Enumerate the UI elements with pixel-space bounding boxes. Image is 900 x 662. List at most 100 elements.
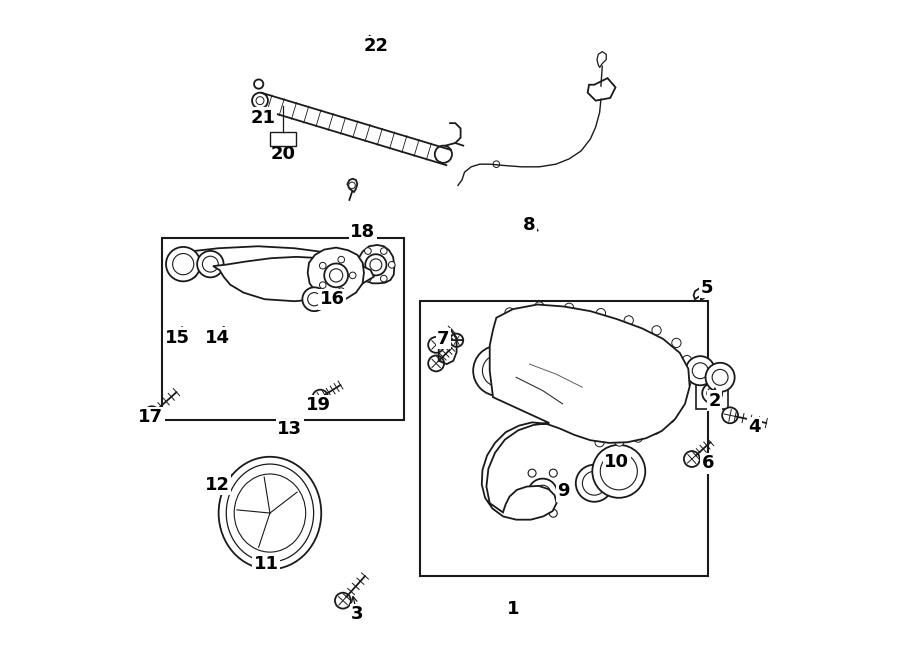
Circle shape — [482, 355, 514, 387]
Text: 14: 14 — [204, 328, 230, 347]
Text: 6: 6 — [702, 454, 715, 473]
Circle shape — [702, 383, 722, 403]
Circle shape — [274, 461, 282, 469]
Text: 19: 19 — [306, 396, 331, 414]
Circle shape — [473, 346, 524, 396]
Text: 8: 8 — [523, 216, 536, 234]
Circle shape — [389, 261, 395, 268]
Circle shape — [338, 256, 345, 263]
Bar — [270, 132, 296, 146]
Text: 21: 21 — [251, 109, 275, 127]
Circle shape — [535, 485, 551, 501]
Circle shape — [338, 288, 345, 295]
Circle shape — [428, 337, 444, 353]
Circle shape — [324, 263, 348, 287]
Circle shape — [364, 275, 371, 282]
Bar — [420, 301, 708, 576]
Circle shape — [307, 526, 315, 534]
Circle shape — [652, 326, 662, 335]
Circle shape — [202, 256, 219, 272]
Circle shape — [505, 308, 514, 317]
Circle shape — [682, 355, 691, 365]
Ellipse shape — [219, 457, 321, 569]
Circle shape — [595, 438, 604, 447]
Circle shape — [329, 269, 343, 282]
Circle shape — [320, 262, 326, 269]
Text: 2: 2 — [708, 391, 721, 410]
Polygon shape — [588, 78, 616, 101]
Text: 4: 4 — [748, 418, 760, 436]
Circle shape — [535, 302, 544, 311]
Polygon shape — [213, 257, 374, 301]
Circle shape — [335, 592, 351, 608]
Bar — [697, 377, 728, 409]
Circle shape — [624, 316, 634, 325]
Circle shape — [528, 469, 536, 477]
Circle shape — [291, 549, 299, 557]
Polygon shape — [177, 246, 387, 271]
Circle shape — [252, 93, 268, 109]
Text: 20: 20 — [271, 144, 296, 163]
Circle shape — [564, 303, 574, 312]
Circle shape — [712, 369, 728, 385]
Circle shape — [665, 414, 674, 423]
Circle shape — [684, 451, 700, 467]
Circle shape — [370, 259, 382, 271]
Polygon shape — [597, 52, 607, 68]
Circle shape — [686, 356, 715, 385]
Circle shape — [681, 378, 691, 387]
Circle shape — [254, 79, 264, 89]
Text: 17: 17 — [139, 408, 163, 426]
Circle shape — [722, 407, 738, 423]
Circle shape — [223, 500, 231, 508]
Circle shape — [600, 453, 637, 490]
Text: 7: 7 — [437, 330, 450, 348]
Circle shape — [675, 398, 684, 407]
Circle shape — [528, 509, 536, 517]
Circle shape — [356, 261, 364, 268]
Circle shape — [256, 97, 264, 105]
Text: 1: 1 — [507, 600, 519, 618]
Text: 5: 5 — [700, 279, 713, 297]
Polygon shape — [308, 248, 364, 303]
Circle shape — [692, 363, 708, 379]
Circle shape — [634, 433, 643, 442]
Circle shape — [597, 308, 606, 318]
Circle shape — [312, 390, 328, 406]
Circle shape — [560, 489, 568, 497]
Text: 15: 15 — [165, 328, 190, 347]
Circle shape — [308, 293, 321, 306]
Text: 13: 13 — [277, 420, 302, 438]
Circle shape — [518, 489, 526, 497]
Circle shape — [706, 363, 734, 392]
Circle shape — [435, 146, 452, 163]
Circle shape — [615, 437, 624, 446]
Circle shape — [549, 469, 557, 477]
Circle shape — [651, 425, 660, 434]
Circle shape — [381, 275, 387, 282]
Circle shape — [310, 509, 318, 517]
Circle shape — [173, 254, 194, 275]
Circle shape — [166, 247, 201, 281]
Circle shape — [528, 479, 557, 508]
Polygon shape — [347, 179, 357, 192]
Circle shape — [450, 334, 464, 347]
Circle shape — [493, 161, 500, 167]
Circle shape — [364, 248, 371, 254]
Bar — [162, 238, 404, 420]
Text: 10: 10 — [604, 453, 629, 471]
Text: 18: 18 — [350, 222, 375, 241]
Circle shape — [549, 509, 557, 517]
Circle shape — [582, 471, 607, 495]
Circle shape — [300, 477, 308, 485]
Text: 16: 16 — [320, 290, 345, 308]
Circle shape — [349, 272, 356, 279]
Polygon shape — [358, 245, 394, 283]
Circle shape — [217, 475, 233, 491]
Text: 12: 12 — [204, 475, 230, 494]
Circle shape — [381, 248, 387, 254]
Circle shape — [258, 557, 266, 565]
Text: 3: 3 — [351, 605, 364, 624]
Circle shape — [428, 355, 444, 371]
Circle shape — [144, 406, 160, 422]
